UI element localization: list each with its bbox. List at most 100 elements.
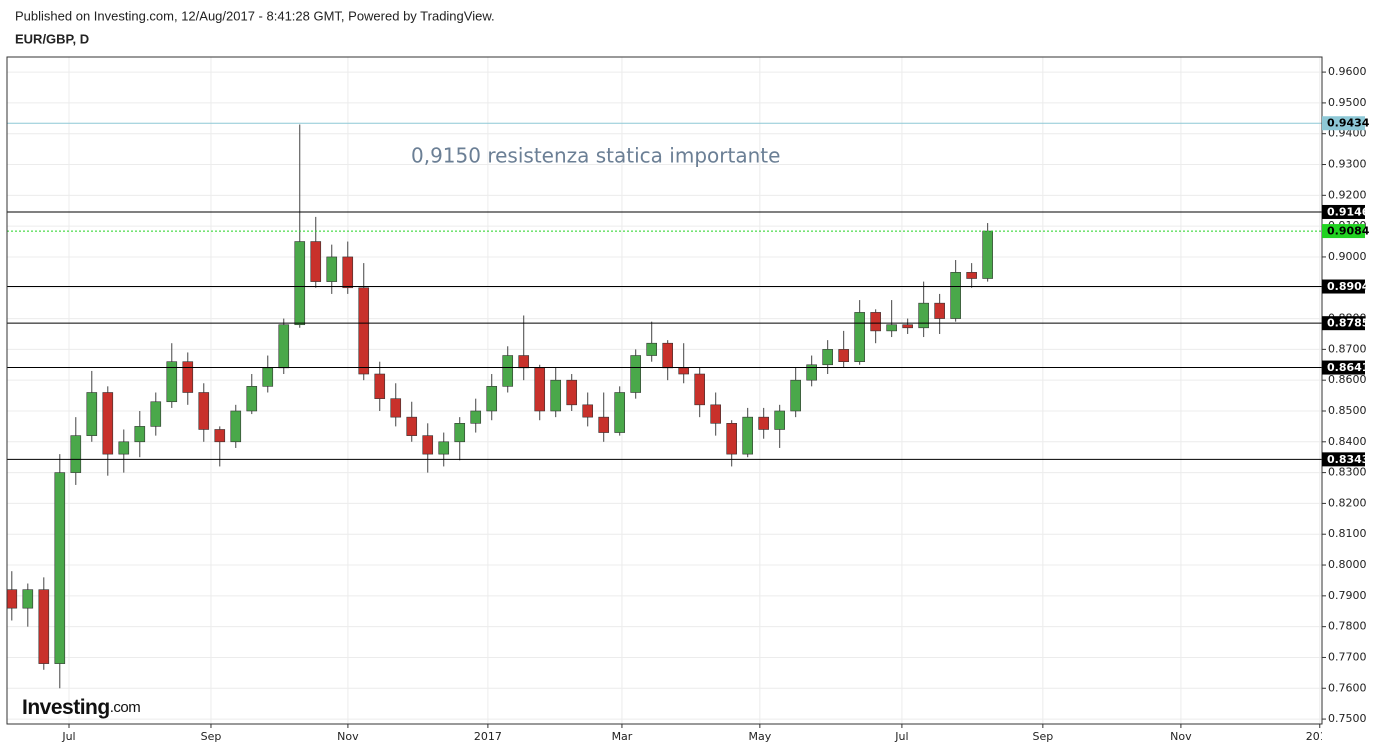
candle-body [454, 423, 466, 443]
candle-body [182, 361, 194, 393]
x-tick-label: Nov [337, 730, 359, 743]
level-label: 0.9146 [1327, 205, 1370, 218]
x-tick-label: Sep [1032, 730, 1053, 743]
plot-frame [6, 56, 1323, 725]
candle-body [614, 392, 626, 433]
level-tag [1322, 116, 1365, 131]
candle-body [326, 256, 338, 282]
candle-body [982, 230, 993, 279]
candle-body [406, 416, 418, 436]
candle-body [950, 272, 961, 319]
level-tag [1322, 279, 1365, 294]
candle-body [710, 404, 721, 424]
level-label: 0.8904 [1327, 280, 1370, 293]
axes: 0.7500 0.7600 0.7700 0.7800 0.7900 0.8000 0.81… [61, 65, 1369, 743]
candle-body [694, 373, 705, 406]
candles [6, 124, 993, 689]
level-tag [1322, 204, 1365, 219]
candle-body [6, 589, 18, 609]
candle-body [742, 416, 753, 455]
candle-body [518, 355, 530, 369]
candle-body [230, 410, 242, 443]
candle-body [662, 342, 673, 369]
candle-body [934, 302, 945, 319]
candle-body [598, 416, 610, 433]
candle-body [246, 386, 258, 412]
candle-body [198, 392, 210, 430]
chart-title: Published on Investing.com, 12/Aug/2017 … [15, 8, 495, 23]
logo: Investing.com [22, 696, 140, 719]
candle-body [838, 349, 849, 362]
level-tag [1322, 224, 1365, 239]
candle-body [166, 361, 178, 403]
y-tick-label: 0.8400 [1328, 435, 1367, 448]
level-tag [1322, 360, 1365, 375]
x-axis-labels: Jul Sep Nov 2017 Mar May Jul Sep Nov 2018 [61, 730, 1334, 743]
candle-body [854, 312, 865, 362]
level-label: 0.8641 [1327, 361, 1369, 374]
y-tick-label: 0.7600 [1328, 681, 1367, 694]
x-tick-label: Mar [612, 730, 633, 743]
level-label: 0.8343 [1327, 453, 1369, 466]
candle-body [502, 355, 514, 387]
candle-body [70, 435, 82, 473]
level-label: 0.9434 [1327, 117, 1370, 130]
candle-body [294, 241, 306, 326]
x-tick-label: Sep [201, 730, 222, 743]
y-tick-label: 0.7500 [1328, 712, 1367, 725]
y-tick-label: 0.8000 [1328, 558, 1367, 571]
candle-body [262, 367, 274, 387]
x-tick-label: Nov [1170, 730, 1192, 743]
candle-body [966, 272, 977, 279]
candle-body [470, 410, 482, 424]
logo-name: Investing [22, 696, 110, 719]
candle-body [806, 364, 817, 381]
candle-body [374, 373, 386, 399]
candle-body [310, 241, 322, 282]
candle-body [678, 367, 689, 375]
candle-body [870, 312, 881, 332]
y-tick-label: 0.8100 [1328, 527, 1367, 540]
candle-body [902, 324, 913, 329]
candle-body [582, 404, 594, 418]
candle-body [118, 441, 130, 455]
y-tick-label: 0.9000 [1328, 250, 1367, 263]
candle-body [918, 302, 929, 329]
x-tick-label: Jul [61, 730, 75, 743]
y-tick-label: 0.9300 [1328, 158, 1367, 171]
candle-body [534, 367, 546, 412]
x-tick-label: 2018 [1306, 730, 1334, 743]
level-tag [1322, 316, 1365, 331]
y-tick-label: 0.8300 [1328, 466, 1367, 479]
candle-body [774, 410, 785, 430]
chart-subtitle: EUR/GBP, D [15, 31, 89, 46]
y-tick-label: 0.8200 [1328, 496, 1367, 509]
candle-body [630, 355, 642, 393]
candle-body [550, 379, 562, 412]
candle-body [438, 441, 450, 455]
y-tick-label: 0.8500 [1328, 404, 1367, 417]
y-tick-label: 0.8700 [1328, 342, 1367, 355]
level-label: 0.8785 [1327, 317, 1369, 330]
annotation: 0,9150 resistenza statica importante [411, 144, 780, 168]
candle-body [566, 379, 578, 406]
candle-body [486, 386, 498, 412]
y-tick-label: 0.7800 [1328, 620, 1367, 633]
candle-body [214, 429, 226, 443]
candle-body [22, 589, 34, 609]
candle-body [134, 426, 146, 443]
candle-body [422, 435, 434, 455]
y-tick-label: 0.7700 [1328, 650, 1367, 663]
candle-body [646, 342, 658, 356]
candle-body [102, 392, 114, 455]
x-tick-label: May [748, 730, 771, 743]
candle-body [54, 472, 66, 664]
candle-body [822, 349, 833, 366]
candle-body [278, 324, 290, 369]
candle-body [390, 398, 402, 418]
y-tick-label: 0.9200 [1328, 188, 1367, 201]
candle-body [726, 423, 737, 455]
levels [7, 122, 1322, 460]
